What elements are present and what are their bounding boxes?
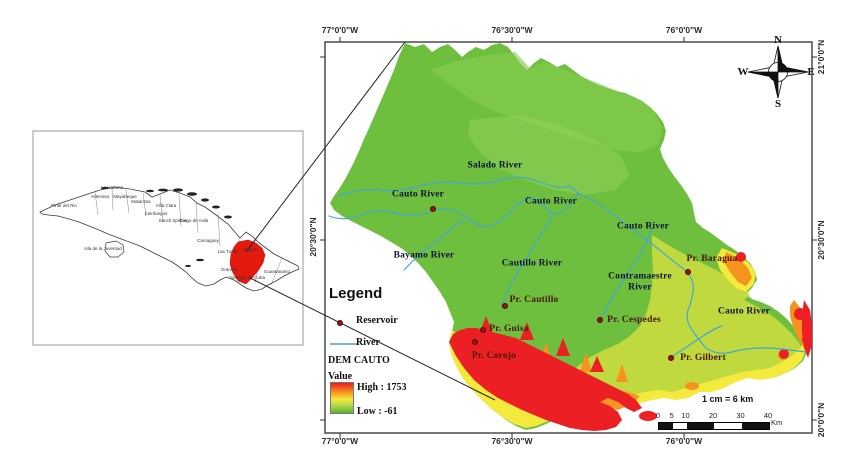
- river-lines: [328, 176, 807, 359]
- legend-river-icon: [330, 343, 357, 345]
- scale-tick-label: 40: [763, 411, 773, 420]
- dem-terrain: [330, 43, 812, 431]
- scale-bar-segment: [672, 423, 687, 429]
- province-boundaries: [94, 187, 283, 286]
- legend-reservoir-icon: [337, 320, 343, 326]
- scale-tick-label: 0: [655, 411, 661, 420]
- scale-ratio-text: 1 cm = 6 km: [702, 394, 754, 404]
- scale-bar-segment: [714, 423, 742, 429]
- isla-juventud-outline: [104, 240, 125, 258]
- scale-bar-segment: [659, 423, 673, 429]
- cauto-river-line-west: [328, 192, 579, 227]
- legend-river-label: River: [356, 337, 380, 348]
- scale-tick-label: 30: [736, 411, 745, 420]
- legend: Legend Reservoir River DEM CAUTO Value H…: [327, 285, 462, 425]
- bayamo-river-line: [403, 219, 466, 271]
- compass-rose-icon: [747, 45, 809, 99]
- gilbert-tributary-line: [669, 325, 723, 359]
- legend-dem-title: DEM CAUTO: [328, 355, 390, 366]
- inset-connector-lines: [245, 41, 496, 401]
- scale-tick-label: 5: [669, 411, 674, 420]
- compass-east-label: E: [807, 66, 815, 78]
- compass-north-label: N: [774, 34, 782, 46]
- contramaestre-river-line: [599, 227, 653, 321]
- scale-bar-segment: [741, 423, 769, 429]
- scale-tick-label: 10: [681, 411, 690, 420]
- cauto-river-line-east: [577, 192, 807, 354]
- scale-bar-segment: [686, 423, 714, 429]
- graticule-ticks: [320, 37, 817, 438]
- scale-bar-segments: [658, 422, 770, 430]
- salado-river-line: [337, 176, 579, 197]
- compass-west-label: W: [737, 66, 749, 78]
- legend-low-label: Low : -61: [357, 406, 398, 417]
- inset-highlight-region: [229, 239, 266, 285]
- legend-high-label: High : 1753: [357, 382, 407, 393]
- legend-reservoir-label: Reservoir: [356, 315, 398, 326]
- compass-south-label: S: [774, 98, 782, 110]
- north-cays: [101, 186, 232, 268]
- legend-value-label: Value: [328, 371, 353, 382]
- scale-tick-label: 20: [708, 411, 718, 420]
- legend-elevation-ramp: [330, 382, 354, 414]
- scale-bar: 1 cm = 6 km Km 0 5 10 20 30 40: [652, 388, 817, 438]
- legend-title: Legend: [329, 285, 383, 302]
- cautillo-river-line: [501, 214, 553, 306]
- scale-unit-label: Km: [771, 418, 783, 427]
